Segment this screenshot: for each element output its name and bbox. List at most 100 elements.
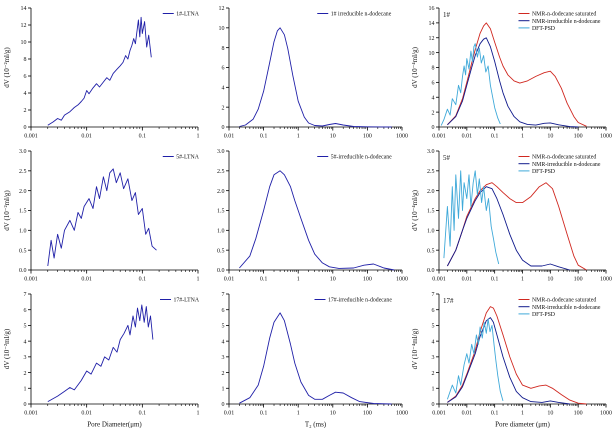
svg-text:0.001: 0.001 bbox=[432, 411, 446, 417]
svg-text:0.01: 0.01 bbox=[81, 134, 92, 140]
chart-5-t2: 0.01 0.1 1 10 100 1000 0.0 0.5 1.0 1.5 2.0 2.5 3.0 5#… bbox=[217, 149, 408, 283]
svg-text:5#-irreducible n-dodecane: 5#-irreducible n-dodecane bbox=[331, 155, 392, 161]
svg-text:1000: 1000 bbox=[396, 411, 408, 417]
chart-17-t2: 0.01 0.1 1 10 100 1000 0 1 2 3 4 5 6 7 17#-irreducible… bbox=[222, 292, 409, 428]
svg-text:0: 0 bbox=[432, 402, 435, 408]
svg-text:1: 1 bbox=[197, 277, 200, 283]
svg-text:2: 2 bbox=[432, 110, 435, 116]
svg-text:0.1: 0.1 bbox=[260, 134, 268, 140]
svg-text:3.0: 3.0 bbox=[19, 149, 27, 155]
svg-text:6: 6 bbox=[24, 308, 27, 314]
svg-text:16: 16 bbox=[429, 6, 435, 12]
svg-text:100: 100 bbox=[574, 134, 583, 140]
svg-text:12: 12 bbox=[21, 23, 27, 29]
svg-text:4: 4 bbox=[24, 339, 27, 345]
svg-text:0.01: 0.01 bbox=[81, 411, 92, 417]
svg-text:NMR-n-dodecane saturated: NMR-n-dodecane saturated bbox=[532, 12, 596, 18]
svg-text:2: 2 bbox=[432, 371, 435, 377]
svg-text:1000: 1000 bbox=[396, 277, 408, 283]
svg-text:8: 8 bbox=[24, 57, 27, 63]
svg-text:Pore Diameter(μm): Pore Diameter(μm) bbox=[87, 421, 142, 429]
svg-text:6: 6 bbox=[222, 308, 225, 314]
svg-text:2.5: 2.5 bbox=[427, 169, 435, 175]
svg-text:12: 12 bbox=[429, 36, 435, 42]
svg-text:17#-irreducible n-dodecane: 17#-irreducible n-dodecane bbox=[328, 298, 392, 304]
svg-text:10: 10 bbox=[330, 134, 336, 140]
chart-cell-5-ltna: 0.001 0.01 0.1 1 0.0 0.5 1.0 1.5 2.0 2.5 3.0 5#-LTN… bbox=[1, 144, 205, 287]
svg-text:0.1: 0.1 bbox=[260, 411, 268, 417]
svg-text:NMR-n-dodecane saturated: NMR-n-dodecane saturated bbox=[532, 155, 596, 161]
svg-text:7: 7 bbox=[24, 292, 27, 298]
svg-text:0.01: 0.01 bbox=[224, 277, 235, 283]
svg-text:0.1: 0.1 bbox=[139, 134, 147, 140]
chart-5-nmr-dft: 0.001 0.01 0.1 1 10 100 1000 0.0 0.5 1.0 1.5 2.0 2.5… bbox=[411, 149, 612, 283]
svg-text:0.1: 0.1 bbox=[139, 411, 147, 417]
svg-text:4: 4 bbox=[24, 91, 27, 97]
svg-text:dV (10⁻²ml/g): dV (10⁻²ml/g) bbox=[3, 190, 11, 231]
svg-text:10: 10 bbox=[219, 26, 225, 32]
svg-text:1000: 1000 bbox=[600, 411, 612, 417]
svg-text:4: 4 bbox=[222, 86, 225, 92]
svg-text:1: 1 bbox=[432, 386, 435, 392]
chart-cell-17-t2: 0.01 0.1 1 10 100 1000 0 1 2 3 4 5 6 7 17#-irreducible… bbox=[205, 287, 409, 430]
svg-text:1# irreducible n-dodecane: 1# irreducible n-dodecane bbox=[331, 12, 392, 18]
svg-text:1: 1 bbox=[297, 134, 300, 140]
svg-text:NMR-irreducible n-dodecane: NMR-irreducible n-dodecane bbox=[532, 305, 601, 311]
svg-text:5#-LTNA: 5#-LTNA bbox=[176, 155, 199, 161]
svg-text:1.5: 1.5 bbox=[19, 209, 27, 215]
svg-text:2.0: 2.0 bbox=[19, 189, 27, 195]
svg-text:2: 2 bbox=[24, 371, 27, 377]
svg-text:DFT-PSD: DFT-PSD bbox=[532, 169, 555, 175]
svg-text:1: 1 bbox=[24, 386, 27, 392]
svg-text:1000: 1000 bbox=[600, 134, 612, 140]
svg-text:14: 14 bbox=[21, 6, 27, 12]
svg-text:1: 1 bbox=[521, 411, 524, 417]
svg-text:6: 6 bbox=[432, 308, 435, 314]
chart-cell-5-nmr-dft: 0.001 0.01 0.1 1 10 100 1000 0.0 0.5 1.0 1.5 2.0 2.5… bbox=[409, 144, 613, 287]
svg-text:1: 1 bbox=[222, 386, 225, 392]
svg-text:1.0: 1.0 bbox=[19, 229, 27, 235]
svg-text:10: 10 bbox=[547, 411, 553, 417]
svg-text:6: 6 bbox=[432, 81, 435, 87]
svg-text:1.5: 1.5 bbox=[427, 209, 435, 215]
svg-text:0.0: 0.0 bbox=[427, 268, 435, 274]
svg-text:0.01: 0.01 bbox=[224, 134, 235, 140]
svg-text:DFT-PSD: DFT-PSD bbox=[532, 312, 555, 318]
svg-text:1: 1 bbox=[197, 411, 200, 417]
svg-text:8: 8 bbox=[432, 66, 435, 72]
chart-5-ltna: 0.001 0.01 0.1 1 0.0 0.5 1.0 1.5 2.0 2.5 3.0 5#-LTN… bbox=[3, 149, 200, 283]
svg-text:dV (10⁻²ml/g): dV (10⁻²ml/g) bbox=[3, 328, 11, 369]
svg-text:0.5: 0.5 bbox=[19, 248, 27, 254]
svg-text:6: 6 bbox=[222, 66, 225, 72]
svg-text:3: 3 bbox=[222, 355, 225, 361]
svg-text:2: 2 bbox=[24, 108, 27, 114]
svg-text:0.001: 0.001 bbox=[432, 134, 446, 140]
svg-text:0.001: 0.001 bbox=[24, 134, 38, 140]
chart-1-nmr-dft: 0.001 0.01 0.1 1 10 100 1000 0 2 4 6 8 10 12 14 16 NMR-n… bbox=[411, 6, 612, 140]
svg-text:1: 1 bbox=[297, 277, 300, 283]
svg-text:4: 4 bbox=[432, 339, 435, 345]
svg-text:10: 10 bbox=[330, 277, 336, 283]
svg-text:3: 3 bbox=[24, 355, 27, 361]
svg-text:100: 100 bbox=[363, 277, 372, 283]
svg-text:2: 2 bbox=[222, 371, 225, 377]
svg-text:12: 12 bbox=[219, 6, 225, 12]
svg-text:0.1: 0.1 bbox=[260, 277, 268, 283]
svg-text:1: 1 bbox=[197, 134, 200, 140]
svg-text:dV (10⁻⁴ml/g): dV (10⁻⁴ml/g) bbox=[411, 189, 419, 230]
svg-text:0.01: 0.01 bbox=[462, 277, 473, 283]
svg-text:3: 3 bbox=[432, 355, 435, 361]
svg-text:1: 1 bbox=[521, 277, 524, 283]
svg-text:dV (10⁻⁴ml/g): dV (10⁻⁴ml/g) bbox=[411, 328, 419, 369]
chart-cell-17-nmr-dft: 0.001 0.01 0.1 1 10 100 1000 0 1 2 3 4 5 6 7 NMR-n-dode… bbox=[409, 287, 613, 430]
chart-cell-17-ltna: 0.001 0.01 0.1 1 0 1 2 3 4 5 6 7 17#-LTNA Pore Diamet… bbox=[1, 287, 205, 430]
chart-17-nmr-dft: 0.001 0.01 0.1 1 10 100 1000 0 1 2 3 4 5 6 7 NMR-n-dode… bbox=[411, 292, 612, 428]
svg-text:10: 10 bbox=[429, 51, 435, 57]
svg-text:0.1: 0.1 bbox=[491, 277, 499, 283]
svg-text:8: 8 bbox=[222, 46, 225, 52]
svg-text:6: 6 bbox=[24, 74, 27, 80]
svg-text:10: 10 bbox=[330, 411, 336, 417]
svg-text:0: 0 bbox=[222, 402, 225, 408]
